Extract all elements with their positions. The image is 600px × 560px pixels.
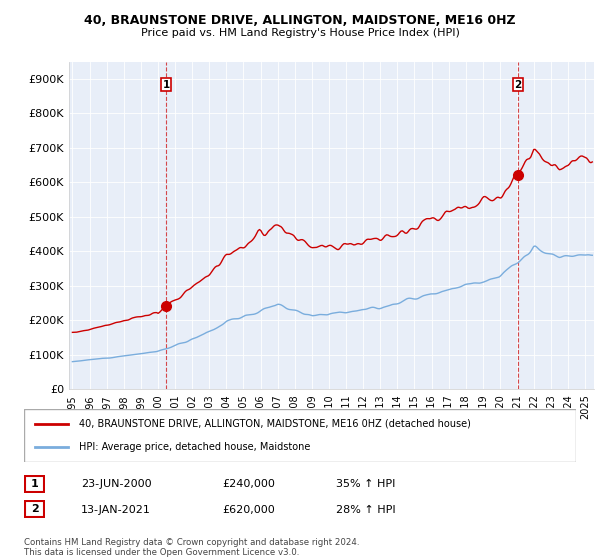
Text: 1: 1 [163, 80, 170, 90]
Text: HPI: Average price, detached house, Maidstone: HPI: Average price, detached house, Maid… [79, 442, 311, 452]
Text: Contains HM Land Registry data © Crown copyright and database right 2024.
This d: Contains HM Land Registry data © Crown c… [24, 538, 359, 557]
Text: 1: 1 [31, 479, 38, 489]
Text: 40, BRAUNSTONE DRIVE, ALLINGTON, MAIDSTONE, ME16 0HZ (detached house): 40, BRAUNSTONE DRIVE, ALLINGTON, MAIDSTO… [79, 419, 471, 429]
Text: £240,000: £240,000 [222, 479, 275, 489]
Text: 23-JUN-2000: 23-JUN-2000 [81, 479, 152, 489]
FancyBboxPatch shape [25, 476, 44, 492]
FancyBboxPatch shape [161, 78, 171, 91]
Text: 28% ↑ HPI: 28% ↑ HPI [336, 505, 395, 515]
Text: Price paid vs. HM Land Registry's House Price Index (HPI): Price paid vs. HM Land Registry's House … [140, 28, 460, 38]
Text: 2: 2 [514, 80, 521, 90]
FancyBboxPatch shape [24, 409, 576, 462]
FancyBboxPatch shape [25, 501, 44, 517]
Text: 40, BRAUNSTONE DRIVE, ALLINGTON, MAIDSTONE, ME16 0HZ: 40, BRAUNSTONE DRIVE, ALLINGTON, MAIDSTO… [84, 14, 516, 27]
FancyBboxPatch shape [512, 78, 523, 91]
Text: 35% ↑ HPI: 35% ↑ HPI [336, 479, 395, 489]
Text: 13-JAN-2021: 13-JAN-2021 [81, 505, 151, 515]
Text: £620,000: £620,000 [222, 505, 275, 515]
Text: 2: 2 [31, 504, 38, 514]
